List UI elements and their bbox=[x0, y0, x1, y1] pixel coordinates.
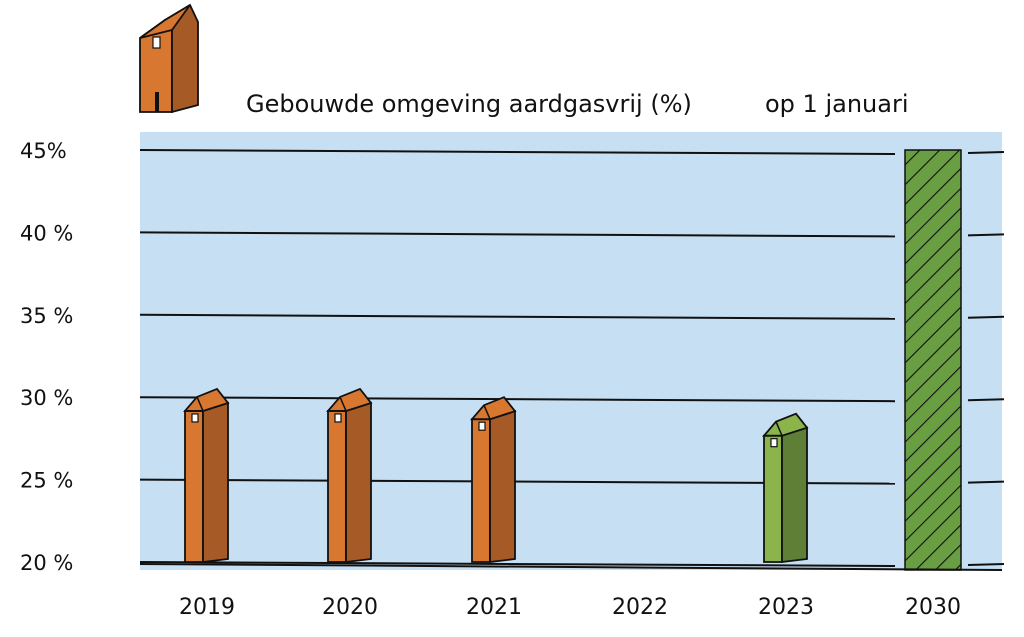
grid-line-right bbox=[967, 398, 1005, 402]
y-tick-label: 35 % bbox=[20, 304, 73, 328]
y-axis: 20 % 25 % 30 % 35 % 40 % 45% bbox=[20, 139, 73, 575]
chart-subtitle: op 1 januari bbox=[765, 90, 908, 118]
y-tick-label: 25 % bbox=[20, 469, 73, 493]
y-tick-label: 45% bbox=[20, 139, 67, 163]
bar-window bbox=[191, 413, 199, 423]
grid-line bbox=[139, 149, 896, 155]
bar bbox=[762, 412, 809, 564]
grid-line-right bbox=[967, 151, 1005, 154]
grid-line bbox=[139, 231, 896, 238]
y-tick-label: 30 % bbox=[20, 386, 73, 410]
grid-line bbox=[139, 313, 896, 320]
bar bbox=[326, 387, 373, 564]
bar-window bbox=[770, 438, 778, 448]
x-axis: 2019 2020 2021 2022 2023 2030 bbox=[139, 563, 1003, 620]
x-tick-label: 2023 bbox=[758, 595, 814, 620]
grid-line bbox=[139, 561, 896, 567]
grid-line-right bbox=[967, 315, 1005, 319]
bars bbox=[183, 149, 962, 571]
bar-window bbox=[478, 421, 486, 431]
x-tick-label: 2021 bbox=[466, 595, 522, 620]
chart-title: Gebouwde omgeving aardgasvrij (%) bbox=[246, 90, 692, 118]
bar bbox=[183, 387, 230, 564]
bar-window bbox=[334, 413, 342, 423]
x-tick-label: 2020 bbox=[322, 595, 378, 620]
bar-target bbox=[904, 149, 962, 571]
x-tick-label: 2022 bbox=[612, 595, 668, 620]
grid-line-right bbox=[967, 563, 1005, 566]
bar bbox=[470, 396, 517, 564]
plot-area bbox=[140, 132, 1002, 570]
grid-line-right bbox=[967, 480, 1005, 484]
house-icon bbox=[139, 3, 199, 114]
x-tick-label: 2030 bbox=[905, 595, 961, 620]
grid-line bbox=[139, 396, 896, 403]
y-tick-label: 40 % bbox=[20, 221, 73, 245]
x-tick-label: 2019 bbox=[179, 595, 235, 620]
grid-line-right bbox=[967, 233, 1005, 237]
x-axis-line bbox=[139, 563, 1003, 571]
y-tick-label: 20 % bbox=[20, 551, 73, 575]
